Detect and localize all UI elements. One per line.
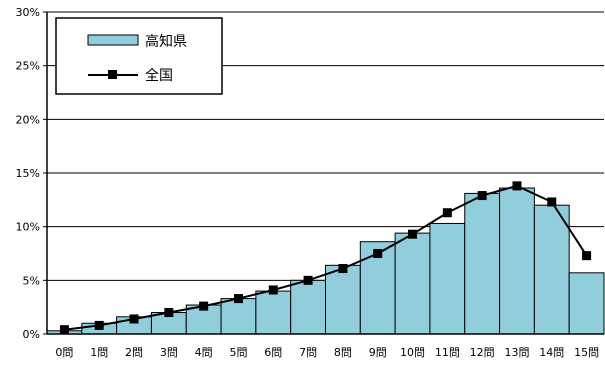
line-marker (268, 285, 278, 295)
line-marker (512, 181, 522, 191)
x-tick-label: 11問 (435, 346, 460, 359)
x-tick-label: 8問 (334, 346, 352, 359)
legend-label-bar: 高知県 (145, 33, 187, 50)
x-tick-label: 10問 (400, 346, 425, 359)
bar (499, 187, 535, 335)
legend-swatch-marker (108, 70, 117, 79)
x-tick-label: 4問 (195, 346, 213, 359)
axes (43, 11, 604, 335)
x-tick-label: 0問 (55, 346, 73, 359)
line-marker (94, 320, 104, 330)
legend-box (55, 17, 223, 95)
line-marker (164, 308, 174, 318)
bar (325, 264, 361, 335)
line-marker (582, 251, 592, 261)
line-marker (442, 208, 452, 218)
bar (394, 232, 431, 335)
line-marker (59, 325, 69, 335)
y-tick-label: 0% (23, 328, 40, 341)
bar (255, 290, 292, 335)
y-tick-label: 10% (16, 221, 40, 234)
bar (568, 272, 605, 335)
y-tick-label: 5% (23, 274, 40, 287)
x-tick-label: 14問 (539, 346, 564, 359)
line-marker (408, 229, 418, 239)
line-marker (129, 314, 139, 324)
y-tick-label: 25% (16, 60, 40, 73)
line-path (64, 184, 588, 331)
y-axis-tick-labels: 0% 5% 10% 15% 20% 25% 30% (16, 6, 40, 341)
x-tick-label: 13問 (504, 346, 529, 359)
line-marker (233, 294, 243, 304)
x-tick-label: 5問 (229, 346, 247, 359)
bar (464, 192, 501, 335)
legend-swatch-bar (87, 34, 139, 46)
line-marker (477, 191, 487, 201)
y-tick-label: 20% (16, 113, 40, 126)
legend: 高知県 全国 (55, 17, 223, 95)
bar (533, 204, 570, 335)
bar-series (46, 187, 605, 335)
line-marker (547, 197, 557, 207)
line-series (59, 181, 592, 335)
bar (220, 298, 257, 335)
x-tick-label: 6問 (264, 346, 282, 359)
x-tick-label: 15問 (574, 346, 599, 359)
x-tick-label: 3問 (160, 346, 178, 359)
line-marker (199, 301, 209, 311)
bar (290, 279, 326, 335)
x-tick-label: 2問 (125, 346, 143, 359)
line-marker (373, 249, 383, 258)
x-tick-label: 1問 (90, 346, 108, 359)
y-tick-label: 30% (16, 6, 40, 19)
y-tick-label: 15% (16, 167, 40, 180)
x-tick-label: 9問 (369, 346, 387, 359)
x-tick-label: 12問 (470, 346, 495, 359)
line-marker (303, 275, 313, 285)
x-tick-label: 7問 (299, 346, 317, 359)
line-marker (338, 264, 348, 274)
legend-label-line: 全国 (145, 67, 173, 84)
x-axis-tick-labels: 0問 1問 2問 3問 4問 5問 6問 7問 8問 9問 10問 11問 12問 13問 14問 15問 (55, 346, 599, 359)
bar (429, 222, 466, 335)
